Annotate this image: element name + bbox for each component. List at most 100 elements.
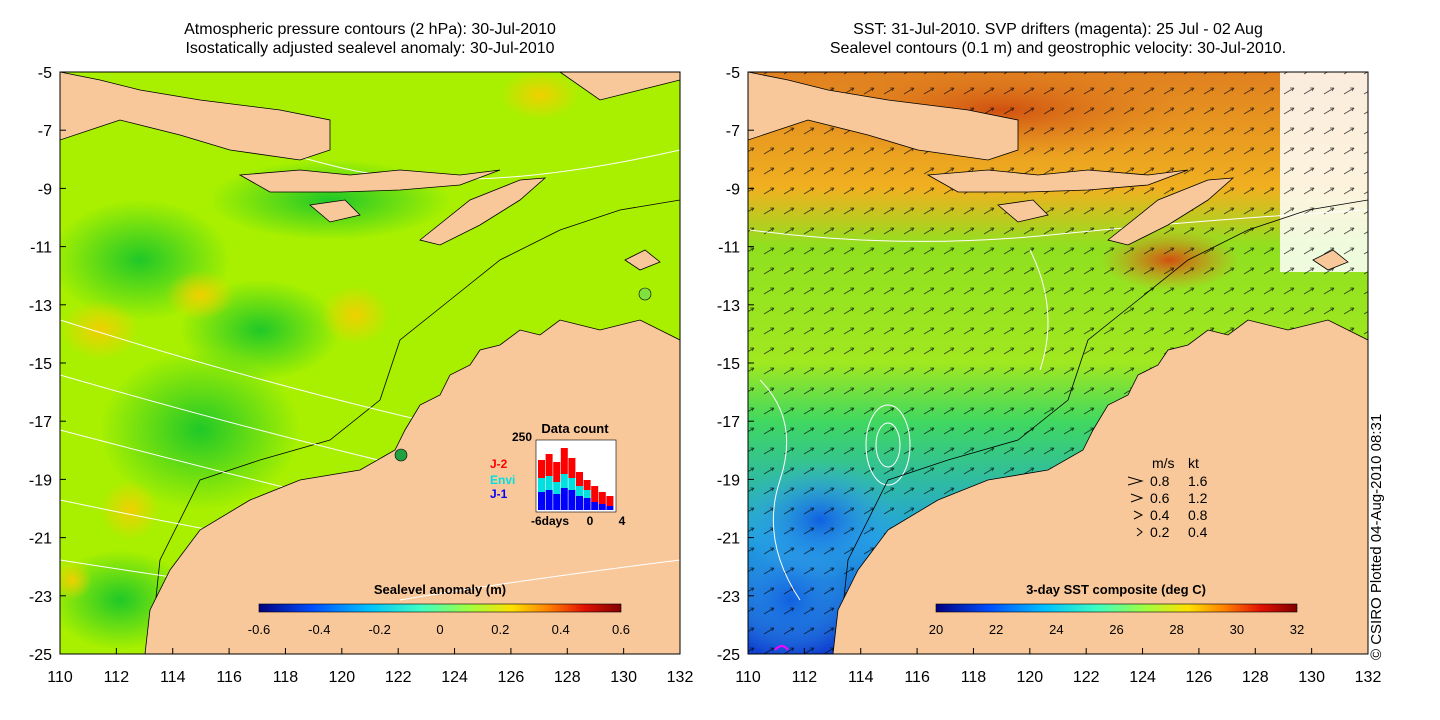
left-colorbar-tick-label: 0.4 [552,622,570,637]
speed-legend-kt-value: 0.8 [1188,507,1208,523]
inset-x-label-zero: 0 [587,514,594,528]
right-colorbar: 3-day SST composite (deg C) 20 22 24 26 28 30… [929,582,1304,637]
right-lon-label: 124 [1129,669,1156,686]
left-colorbar-tick-label: 0.6 [612,622,630,637]
right-lon-label: 118 [961,669,987,686]
speed-legend-arrow [1130,493,1144,503]
right-lon-label: 116 [904,669,930,686]
left-lon-label: 128 [554,669,581,686]
inset-bar-envi [560,474,568,488]
left-colorbar: Sealevel anomaly (m) -0.6 -0.4 -0.2 0 0.2 0.4… [248,582,630,637]
svp-drifter-track [774,645,789,651]
speed-legend-arrow [1136,527,1143,537]
sumba-island [997,199,1049,223]
speed-legend-arrow [1133,510,1144,520]
inset-bar-envi [583,490,591,498]
left-lat-label: -9 [38,181,52,198]
anomaly-high-region [500,72,580,120]
australia-landmass [832,319,1368,654]
right-lon-label: 132 [1355,669,1382,686]
inset-bar-j1 [583,498,591,510]
right-colorbar-tick-label: 24 [1049,622,1063,637]
anomaly-high-region [165,270,235,320]
right-lon-label: 114 [848,669,874,686]
speed-legend-kt-value: 1.6 [1188,473,1208,489]
inset-bar-envi [576,486,583,496]
left-lat-label: -7 [38,123,52,140]
inset-bar-j2 [583,480,591,490]
inset-bar-j1 [538,492,545,510]
left-colorbar-ticks: -0.6 -0.4 -0.2 0 0.2 0.4 0.6 [248,622,630,637]
right-lat-label: -19 [717,472,740,489]
speed-legend-ms-value: 0.4 [1150,507,1170,523]
pressure-contour [399,559,680,601]
right-colorbar-gradient [935,603,1298,613]
small-island [624,249,661,271]
right-colorbar-tick-label: 30 [1230,622,1244,637]
right-lon-label: 130 [1298,669,1325,686]
sealevel-contour [865,404,911,486]
inset-bar-envi [568,478,576,490]
axis-labels: -5 -7 -9 -11 -13 -15 -17 -19 -21 -23 -25 110 112 114 1… [29,65,1382,686]
java-bali-islands [60,72,331,161]
left-lon-label: 116 [216,669,242,686]
left-title-line1: Atmospheric pressure contours (2 hPa): 3… [184,21,556,38]
right-colorbar-tick-label: 28 [1169,622,1183,637]
inset-bar-j2 [545,454,553,476]
left-map [60,72,680,654]
left-colorbar-label: Sealevel anomaly (m) [374,582,506,597]
right-lat-label: -9 [726,181,740,198]
anomaly-high-region [320,285,390,345]
inset-bar-envi [545,476,553,490]
lesser-sunda-islands [238,169,501,193]
inset-title: Data count [541,421,609,436]
left-lon-label: 118 [273,669,299,686]
left-lat-label: -11 [30,240,52,257]
shelf-depth-contour [837,199,1368,654]
inset-bar-j2 [538,460,545,478]
left-colorbar-tick-label: -0.2 [368,622,390,637]
right-title-line2: Sealevel contours (0.1 m) and geostrophi… [829,40,1287,57]
right-lon-label: 122 [1073,669,1100,686]
left-colorbar-tick-label: 0.2 [491,622,509,637]
right-lon-label: 112 [792,669,818,686]
right-colorbar-label: 3-day SST composite (deg C) [1026,582,1206,597]
speed-legend-kt-value: 0.4 [1188,524,1208,540]
anomaly-high-region [60,300,140,360]
speed-legend-ms-value: 0.6 [1150,490,1170,506]
inset-x-label-start: -6days [531,514,569,528]
left-colorbar-tick-label: -0.6 [248,622,270,637]
inset-y-max-label: 250 [512,430,532,444]
left-lon-label: 122 [385,669,412,686]
right-lon-label: 110 [735,669,761,686]
sealevel-contour [1029,249,1049,371]
tide-gauge-marker [638,287,652,301]
inset-bar-j2 [591,486,599,502]
speed-legend-kt-value: 1.2 [1188,490,1208,506]
inset-bar-j1 [545,490,553,510]
left-lon-label: 120 [328,669,355,686]
legend-j2: J-2 [490,457,508,471]
legend-envi: Envi [490,473,515,487]
inset-bar-j2 [560,448,568,474]
inset-bar-j1 [591,502,599,510]
right-title: SST: 31-Jul-2010. SVP drifters (magenta)… [748,20,1368,58]
inset-bar-j2 [598,492,606,504]
left-lat-label: -5 [38,65,52,82]
right-colorbar-ticks: 20 22 24 26 28 30 32 [929,622,1304,637]
sealevel-contour [749,209,1368,242]
right-lat-label: -17 [717,414,740,431]
left-lat-label: -21 [29,531,52,548]
sealevel-contour [875,422,901,468]
right-lon-label: 120 [1016,669,1043,686]
right-lon-label: 128 [1242,669,1269,686]
speed-legend-header-ms: m/s [1152,455,1175,471]
java-bali-islands [748,72,1019,161]
inset-bar-envi [538,478,545,492]
right-lon-label: 126 [1186,669,1213,686]
left-lat-label: -13 [29,298,52,315]
inset-bar-j1 [568,490,576,510]
north-islands [559,72,680,101]
inset-bar-j2 [568,458,576,478]
